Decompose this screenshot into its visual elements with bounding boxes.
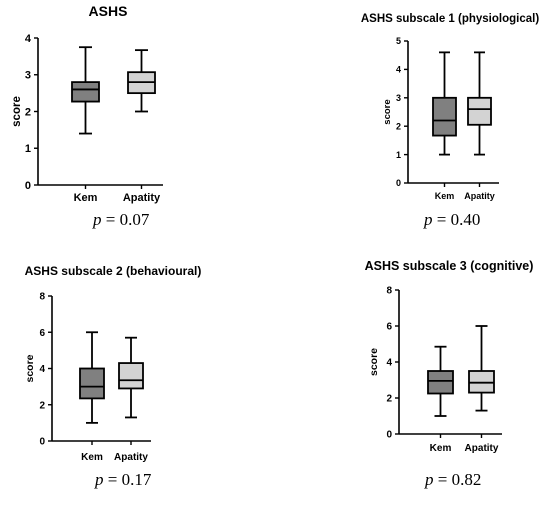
x-category-label: Apatity [123, 192, 161, 204]
p-value-subscale-2: p = 0.17 [95, 470, 151, 490]
y-tick-label: 8 [39, 292, 45, 303]
y-axis-label: score [382, 99, 393, 124]
x-category-label: Apatity [114, 452, 148, 463]
y-tick-label: 2 [39, 400, 45, 411]
box-apatity: Apatity [114, 336, 148, 463]
y-tick-label: 2 [396, 121, 401, 131]
box-kem: Kem [71, 46, 100, 204]
iqr-box [427, 370, 454, 395]
chart-title: ASHS [89, 3, 128, 19]
iqr-box [79, 367, 105, 400]
x-category-label: Apatity [464, 191, 495, 201]
p-value-subscale-3: p = 0.82 [425, 470, 481, 490]
box-kem: Kem [427, 345, 454, 454]
y-tick-label: 4 [396, 65, 401, 75]
p-symbol: p [424, 210, 433, 229]
y-tick-label: 1 [25, 143, 31, 155]
x-category-label: Kem [74, 192, 98, 204]
x-category-label: Kem [435, 191, 455, 201]
p-value-ashs: p = 0.07 [93, 210, 149, 230]
y-tick-label: 4 [386, 358, 392, 369]
box-apatity: Apatity [465, 325, 499, 454]
p-value-text: = 0.82 [437, 470, 482, 489]
p-value-text: = 0.17 [107, 470, 152, 489]
y-tick-label: 6 [386, 322, 392, 333]
iqr-box [467, 96, 492, 126]
chart-title: ASHS subscale 2 (behavioural) [25, 264, 202, 278]
box-kem: Kem [432, 51, 457, 201]
y-tick-label: 4 [39, 364, 45, 375]
box-kem: Kem [79, 331, 105, 463]
y-tick-label: 6 [39, 328, 45, 339]
y-tick-label: 0 [25, 180, 31, 192]
iqr-box [71, 81, 100, 103]
iqr-box [432, 96, 457, 137]
p-symbol: p [425, 470, 434, 489]
y-tick-label: 0 [396, 178, 401, 188]
y-tick-label: 0 [39, 437, 45, 448]
iqr-box [118, 362, 144, 390]
y-tick-label: 5 [396, 36, 401, 46]
p-symbol: p [93, 210, 102, 229]
y-tick-label: 3 [25, 70, 31, 82]
x-category-label: Apatity [465, 443, 499, 454]
x-category-label: Kem [81, 452, 103, 463]
iqr-box [468, 370, 495, 394]
y-tick-label: 2 [25, 106, 31, 118]
p-value-text: = 0.40 [436, 210, 481, 229]
p-value-text: = 0.07 [105, 210, 150, 229]
y-tick-label: 2 [386, 394, 392, 405]
box-apatity: Apatity [464, 51, 495, 201]
p-symbol: p [95, 470, 104, 489]
p-value-subscale-1: p = 0.40 [424, 210, 480, 230]
y-axis-label: score [24, 354, 36, 382]
y-tick-label: 8 [386, 286, 392, 297]
y-axis-label: score [368, 348, 380, 376]
y-tick-label: 1 [396, 150, 401, 160]
chart-title: ASHS subscale 1 (physiological) [361, 13, 539, 25]
y-tick-label: 3 [396, 93, 401, 103]
box-apatity: Apatity [123, 49, 161, 204]
y-axis-label: score [11, 96, 23, 127]
x-category-label: Kem [430, 443, 452, 454]
y-tick-label: 4 [25, 33, 32, 45]
y-tick-label: 0 [386, 430, 392, 441]
chart-title: ASHS subscale 3 (cognitive) [365, 259, 534, 273]
